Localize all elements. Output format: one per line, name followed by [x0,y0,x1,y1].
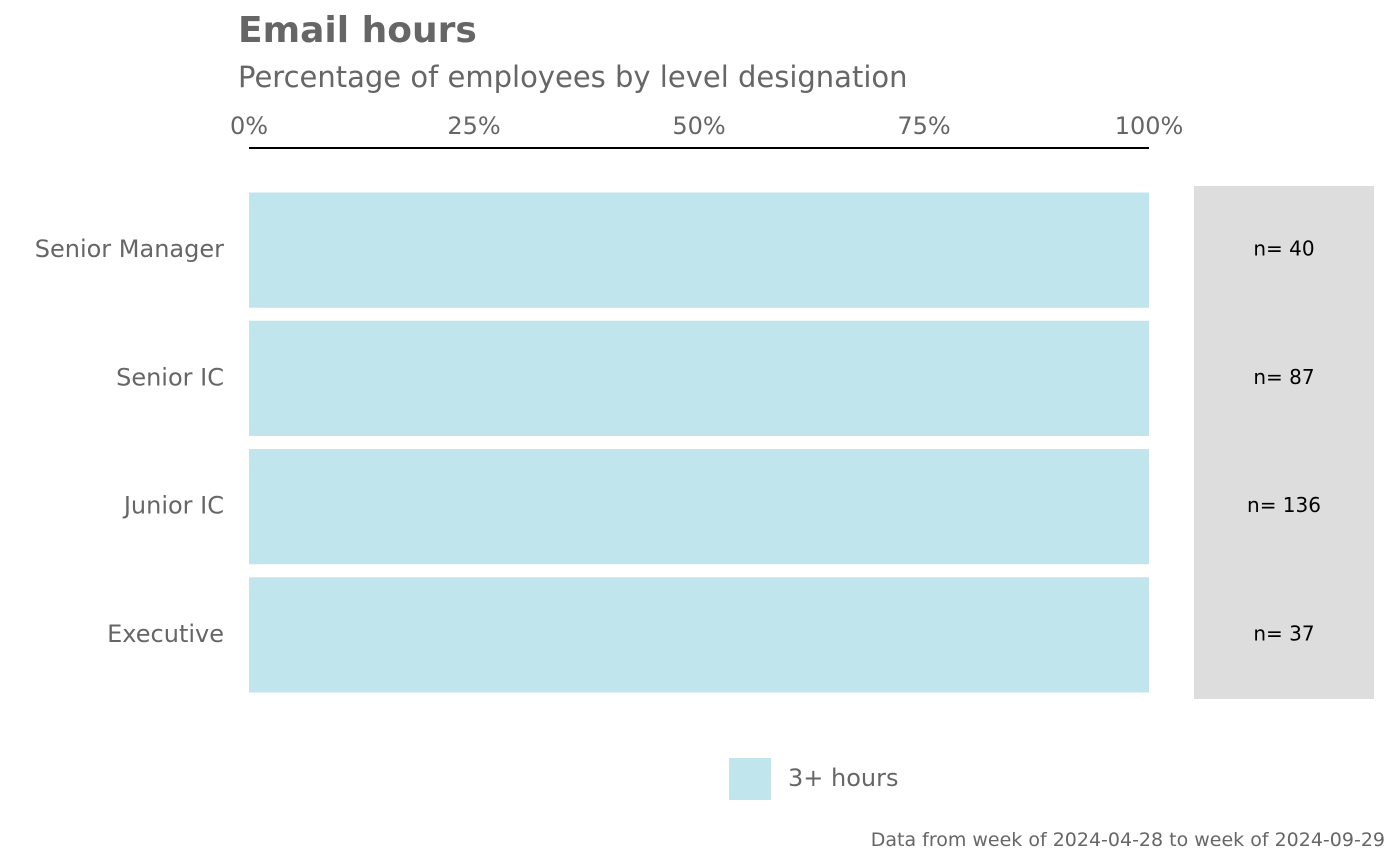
count-labels: n= 40 n= 87 n= 136 n= 37 [1247,237,1321,646]
category-labels: Senior Manager Senior IC Junior IC Executiv… [35,235,224,648]
bar [249,449,1149,565]
x-tick-label: 75% [897,112,950,140]
x-tick-label: 25% [447,112,500,140]
bar [249,320,1149,436]
category-label: Executive [107,620,224,648]
count-label: n= 40 [1253,237,1314,261]
chart-subtitle: Percentage of employees by level designa… [238,60,908,94]
chart-title: Email hours [238,10,477,51]
category-label: Senior IC [116,363,224,391]
count-label: n= 136 [1247,493,1321,517]
legend: 3+ hours [729,758,898,800]
bar [249,577,1149,693]
count-label: n= 37 [1253,621,1314,645]
x-tick-labels: 0% 25% 50% 75% 100% [230,112,1183,140]
count-panel [1194,186,1374,699]
bar [249,192,1149,308]
category-label: Junior IC [122,492,224,520]
count-panel-group [1194,186,1374,699]
count-label: n= 87 [1253,365,1314,389]
category-label: Senior Manager [35,235,224,263]
x-tick-label: 0% [230,112,268,140]
x-tick-label: 100% [1115,112,1184,140]
bars [249,192,1149,693]
caption: Data from week of 2024-04-28 to week of … [871,829,1385,851]
legend-label: 3+ hours [788,764,898,792]
x-tick-label: 50% [672,112,725,140]
legend-swatch [729,758,771,800]
